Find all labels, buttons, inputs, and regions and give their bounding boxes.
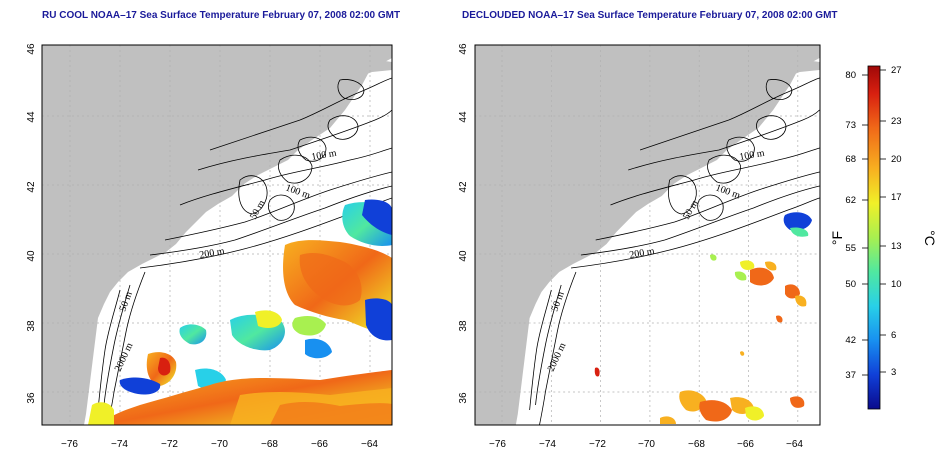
lat-tick: 44: [26, 111, 37, 123]
lon-tick: −74: [111, 439, 128, 450]
left-panel-title: RU COOL NOAA–17 Sea Surface Temperature …: [42, 10, 401, 21]
lon-tick: −66: [311, 439, 328, 450]
contour-label-100m-a: 100 m: [739, 148, 766, 163]
lon-tick: −76: [61, 439, 78, 450]
c-label: 3: [891, 367, 896, 378]
c-label: 27: [891, 65, 902, 76]
lon-tick: −64: [361, 439, 378, 450]
lon-tick: −68: [261, 439, 278, 450]
contour-label-100m-a: 100 m: [311, 148, 338, 163]
f-label: 68: [845, 154, 856, 165]
lat-tick: 40: [26, 250, 37, 262]
lat-tick: 42: [458, 181, 469, 193]
lon-tick: −66: [737, 439, 754, 450]
lat-tick: 38: [26, 320, 37, 332]
contour-label-200m: 200 m: [629, 246, 656, 261]
lon-tick: −74: [539, 439, 556, 450]
c-label: 17: [891, 192, 902, 203]
f-label: 80: [845, 70, 856, 81]
f-label: 62: [845, 195, 856, 206]
contour-label-200m: 200 m: [199, 246, 226, 261]
lon-axis-left: −76 −74 −72 −70 −68 −66 −64: [61, 439, 378, 450]
lat-tick: 44: [458, 111, 469, 123]
temperature-colorbar: 80 73 68 62 55 50 42 37 27 23 20 17 13 1…: [829, 65, 938, 410]
lon-tick: −76: [489, 439, 506, 450]
f-label: 55: [845, 243, 856, 254]
colorbar-c-labels: 27 23 20 17 13 10 6 3: [891, 65, 902, 378]
f-label: 50: [845, 279, 856, 290]
f-label: 73: [845, 120, 856, 131]
sst-data-raw: [88, 199, 392, 425]
lon-tick: −68: [688, 439, 705, 450]
lon-tick: −70: [638, 439, 655, 450]
lon-axis-right: −76 −74 −72 −70 −68 −66 −64: [489, 439, 803, 450]
f-label: 37: [845, 370, 856, 381]
lat-tick: 38: [458, 320, 469, 332]
colorbar-f-ticks: [862, 69, 886, 376]
fahrenheit-unit-label: °F: [829, 231, 845, 245]
lon-tick: −72: [161, 439, 178, 450]
lat-tick: 46: [26, 43, 37, 55]
colorbar-gradient: [867, 65, 881, 410]
lat-tick: 36: [458, 392, 469, 404]
lat-axis-left: 36 38 40 42 44 46: [26, 43, 37, 404]
c-label: 23: [891, 116, 902, 127]
left-map-panel: 100 m 100 m 50 m 200 m 50 m 2000 m −76 −…: [26, 43, 393, 450]
lat-tick: 42: [26, 181, 37, 193]
lon-tick: −72: [589, 439, 606, 450]
f-label: 42: [845, 335, 856, 346]
colorbar-f-labels: 80 73 68 62 55 50 42 37: [845, 70, 856, 381]
right-map-panel: 100 m 100 m 50 m 200 m 50 m 2000 m −76 −…: [458, 43, 821, 450]
c-label: 20: [891, 154, 902, 165]
c-label: 13: [891, 241, 902, 252]
sst-data-declouded: [594, 212, 812, 424]
lat-tick: 40: [458, 250, 469, 262]
lat-tick: 36: [26, 392, 37, 404]
right-panel-title: DECLOUDED NOAA–17 Sea Surface Temperatur…: [462, 10, 838, 21]
celsius-unit-label: °C: [922, 230, 938, 246]
c-label: 10: [891, 279, 902, 290]
lat-tick: 46: [458, 43, 469, 55]
lon-tick: −70: [211, 439, 228, 450]
lat-axis-right: 36 38 40 42 44 46: [458, 43, 469, 404]
c-label: 6: [891, 330, 896, 341]
lon-tick: −64: [786, 439, 803, 450]
